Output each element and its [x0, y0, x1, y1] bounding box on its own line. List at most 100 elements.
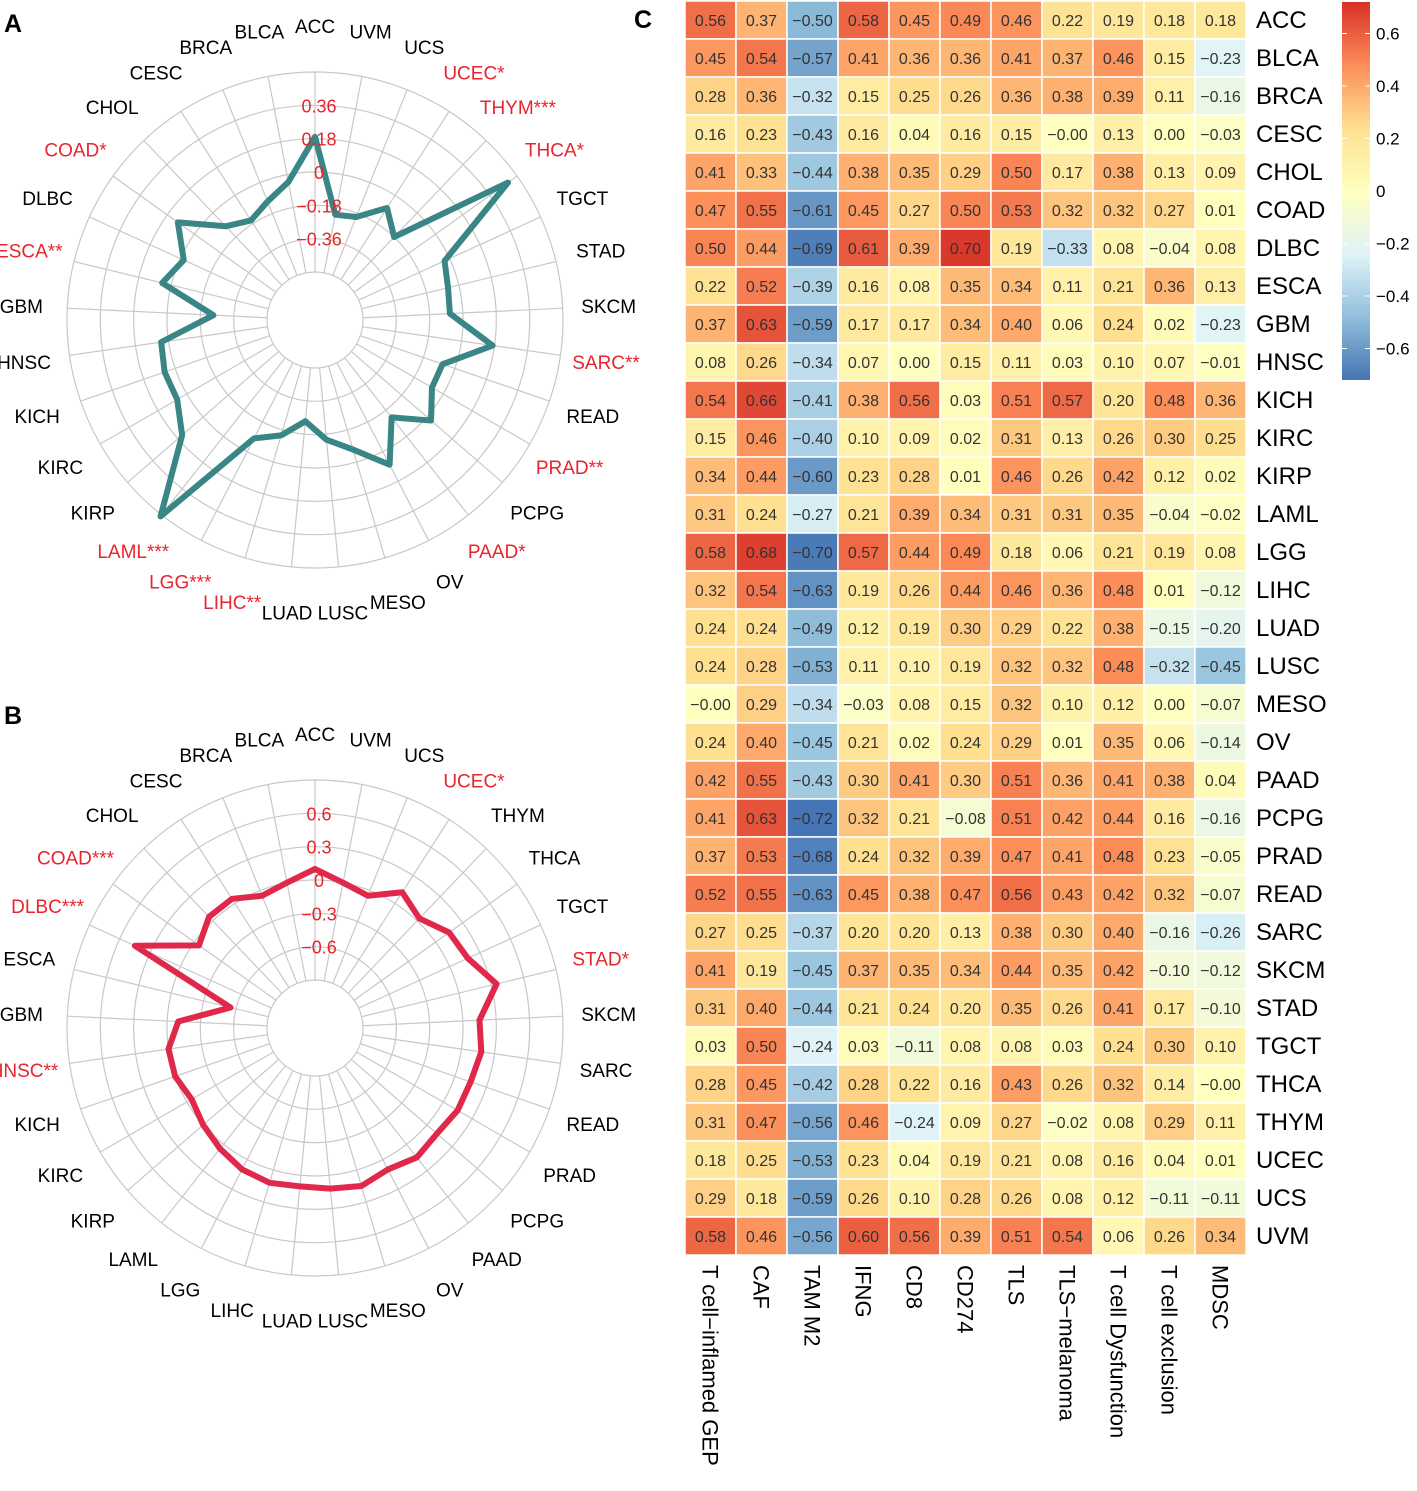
heatmap-cell-value: 0.19	[1154, 545, 1185, 562]
radar-spoke	[99, 343, 274, 445]
heatmap-cell-value: −0.08	[945, 811, 986, 828]
radar-category-label: MESO	[370, 593, 426, 614]
heatmap-cell-value: 0.48	[1103, 849, 1134, 866]
heatmap-cell-value: −0.02	[1047, 1115, 1088, 1132]
heatmap-cell	[1041, 152, 1094, 192]
heatmap-cell	[1143, 646, 1196, 686]
heatmap-cell	[888, 0, 941, 40]
heatmap-cell	[837, 798, 890, 838]
heatmap-cell-value: 0.34	[950, 317, 981, 334]
radar-category-label: UVM	[350, 730, 392, 751]
heatmap-cell	[735, 608, 788, 648]
heatmap-cell	[1041, 114, 1094, 154]
heatmap-cell	[1194, 950, 1247, 990]
heatmap-cell-value: 0.44	[746, 241, 777, 258]
heatmap-cell	[1041, 950, 1094, 990]
heatmap-cell	[939, 1026, 992, 1066]
heatmap-cell-value: 0.23	[1154, 849, 1185, 866]
heatmap-cell	[837, 266, 890, 306]
heatmap-cell-value: 0.28	[950, 1191, 981, 1208]
heatmap-cell	[786, 380, 839, 420]
radar-spoke	[67, 1015, 268, 1027]
heatmap-cell	[1194, 1102, 1247, 1142]
heatmap-cell-value: 0.04	[1154, 1153, 1185, 1170]
radar-category-label: UCEC*	[443, 772, 505, 793]
heatmap-cell	[990, 304, 1043, 344]
radar-tick-label: 0.36	[301, 96, 336, 116]
heatmap-row-label: MESO	[1256, 691, 1327, 718]
radar-category-label: PCPG	[510, 504, 564, 525]
radar-spoke	[332, 797, 408, 984]
radar-spoke	[332, 89, 408, 276]
heatmap-cell-value: 0.11	[1155, 89, 1185, 106]
heatmap-cell-value: 0.48	[1154, 393, 1185, 410]
heatmap-cell-value: −0.00	[1200, 1077, 1241, 1094]
heatmap-cell	[1092, 380, 1145, 420]
heatmap-cell	[888, 684, 941, 724]
heatmap-cell-value: −0.33	[1047, 241, 1088, 258]
heatmap-cell-value: −0.01	[1200, 355, 1241, 372]
heatmap-cell	[939, 114, 992, 154]
radar-category-label: PCPG	[510, 1212, 564, 1233]
radar-category-label: PAAD*	[468, 542, 526, 563]
radar-category-label: CESC	[130, 772, 183, 793]
heatmap-cell-value: −0.11	[895, 1039, 934, 1056]
heatmap-cell	[1092, 190, 1145, 230]
heatmap-cell-value: −0.44	[792, 165, 833, 182]
radar-category-label: CHOL	[86, 98, 139, 119]
heatmap-column-label: CD8	[902, 1265, 927, 1309]
heatmap-cell	[888, 266, 941, 306]
heatmap-cell-value: 0.36	[950, 51, 981, 68]
heatmap-cell-value: −0.11	[1150, 1191, 1189, 1208]
heatmap-cell	[735, 570, 788, 610]
colorbar-tick-label: 0.6	[1376, 25, 1400, 44]
heatmap-cell-value: −0.00	[690, 697, 731, 714]
heatmap-cell-value: 0.36	[1205, 393, 1236, 410]
heatmap-cell-value: 0.56	[899, 393, 930, 410]
heatmap-cell-value: −0.34	[792, 697, 833, 714]
heatmap-cell-value: −0.23	[1200, 51, 1241, 68]
heatmap-cell-value: −0.02	[1200, 507, 1241, 524]
heatmap-cell	[684, 38, 737, 78]
heatmap-cell-value: 0.30	[1154, 1039, 1185, 1056]
heatmap-cell-value: 0.15	[695, 431, 726, 448]
radar-grid-ring	[266, 271, 364, 369]
heatmap-cell-value: 0.52	[746, 279, 777, 296]
heatmap-cell	[939, 798, 992, 838]
heatmap-cell-value: 0.56	[1001, 887, 1032, 904]
heatmap-cell	[990, 1140, 1043, 1180]
radar-tick-label: −0.3	[301, 904, 337, 924]
heatmap-cell	[990, 418, 1043, 458]
heatmap-cell-value: 0.30	[950, 621, 981, 638]
radar-spoke	[143, 140, 283, 286]
heatmap-cell-value: −0.03	[1200, 127, 1241, 144]
heatmap-cell	[837, 494, 890, 534]
heatmap-cell-value: 0.40	[746, 735, 777, 752]
radar-category-label: SARC	[580, 1061, 633, 1082]
radar-spoke	[344, 357, 469, 516]
radar-category-label: LUAD	[262, 604, 313, 625]
heatmap-cell	[786, 1216, 839, 1256]
radar-category-label: UCEC*	[443, 64, 505, 85]
heatmap-cell	[1041, 646, 1094, 686]
heatmap-cell-value: 0.17	[848, 317, 879, 334]
heatmap-cell	[939, 266, 992, 306]
radar-category-label: CESC	[130, 64, 183, 85]
heatmap-cell-value: 0.42	[1103, 887, 1134, 904]
heatmap-cell	[1092, 304, 1145, 344]
heatmap-cell-value: −0.43	[792, 127, 833, 144]
radar-category-label: CHOL	[86, 806, 139, 827]
heatmap-cell-value: 0.41	[848, 51, 879, 68]
radar-category-label: DLBC***	[11, 897, 84, 918]
heatmap-cell	[888, 152, 941, 192]
colorbar-tick-label: 0	[1376, 182, 1385, 201]
radar-category-label: COAD*	[44, 140, 107, 161]
heatmap-cell-value: 0.11	[1053, 279, 1083, 296]
radar-spoke	[336, 362, 430, 541]
radar-category-label: GBM	[0, 1005, 43, 1026]
heatmap-cell-value: 0.03	[950, 393, 981, 410]
heatmap-cell	[990, 380, 1043, 420]
heatmap-cell-value: 0.00	[899, 355, 930, 372]
radar-tick-label: 0	[314, 871, 324, 891]
heatmap-cell-value: 0.45	[848, 887, 879, 904]
